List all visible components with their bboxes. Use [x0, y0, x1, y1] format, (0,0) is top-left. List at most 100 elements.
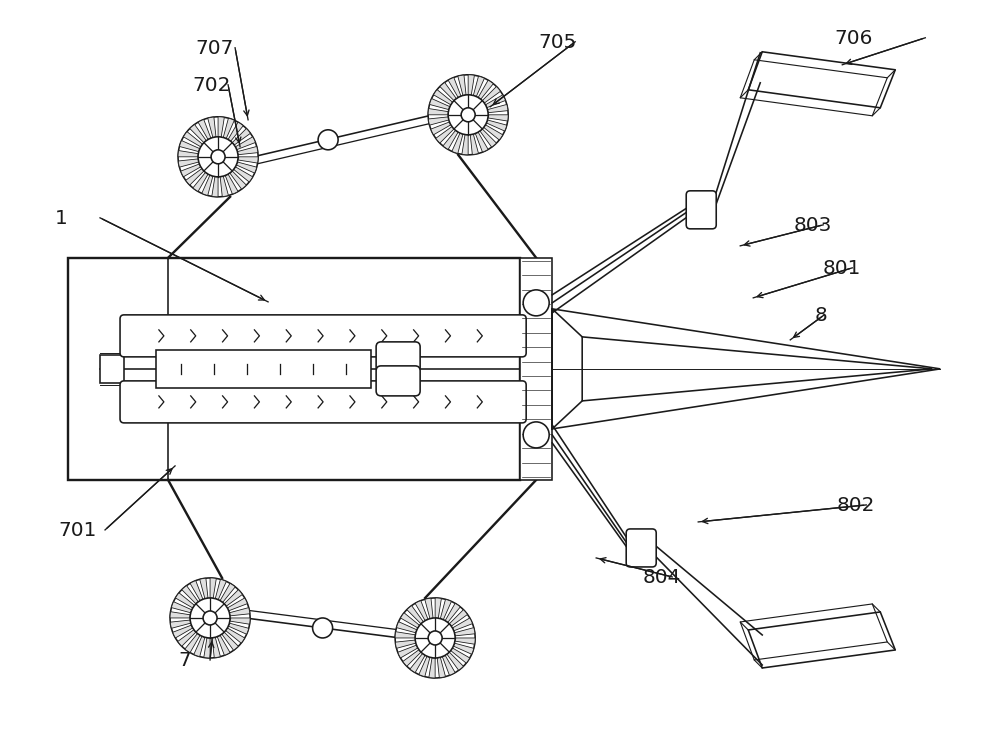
- Polygon shape: [475, 132, 488, 152]
- Circle shape: [395, 598, 475, 678]
- Polygon shape: [204, 638, 210, 658]
- Polygon shape: [222, 632, 238, 650]
- Circle shape: [415, 618, 455, 658]
- Polygon shape: [173, 625, 193, 638]
- Polygon shape: [453, 644, 474, 655]
- Polygon shape: [210, 578, 216, 599]
- Polygon shape: [400, 613, 419, 628]
- Polygon shape: [436, 127, 454, 143]
- Polygon shape: [182, 586, 198, 604]
- Polygon shape: [440, 599, 451, 620]
- Polygon shape: [398, 645, 418, 658]
- Polygon shape: [451, 648, 470, 663]
- Polygon shape: [226, 628, 245, 644]
- Polygon shape: [178, 630, 196, 646]
- Polygon shape: [171, 601, 192, 613]
- Polygon shape: [185, 633, 200, 652]
- Circle shape: [203, 611, 217, 625]
- Bar: [156, 350, 371, 388]
- Polygon shape: [429, 99, 450, 110]
- Text: 7: 7: [178, 650, 191, 669]
- Polygon shape: [190, 581, 203, 601]
- Polygon shape: [237, 147, 258, 155]
- Polygon shape: [473, 76, 484, 97]
- Polygon shape: [403, 649, 421, 666]
- Polygon shape: [235, 137, 255, 150]
- Polygon shape: [198, 120, 211, 139]
- Circle shape: [318, 130, 338, 150]
- Polygon shape: [208, 117, 216, 138]
- Polygon shape: [458, 75, 466, 96]
- Polygon shape: [425, 599, 433, 618]
- FancyBboxPatch shape: [626, 529, 656, 567]
- Polygon shape: [462, 135, 468, 155]
- Polygon shape: [223, 118, 234, 139]
- Text: 705: 705: [538, 32, 576, 52]
- Polygon shape: [442, 655, 455, 675]
- Polygon shape: [435, 598, 441, 618]
- Text: 701: 701: [58, 520, 96, 539]
- Polygon shape: [428, 108, 448, 115]
- Polygon shape: [230, 618, 250, 624]
- Polygon shape: [443, 131, 458, 150]
- Circle shape: [428, 631, 442, 645]
- Polygon shape: [433, 90, 452, 105]
- Polygon shape: [238, 157, 258, 163]
- Polygon shape: [419, 656, 430, 677]
- Polygon shape: [445, 604, 460, 622]
- Polygon shape: [454, 627, 475, 636]
- Polygon shape: [480, 129, 496, 148]
- Polygon shape: [236, 162, 257, 173]
- Polygon shape: [440, 83, 456, 101]
- Polygon shape: [452, 618, 472, 631]
- Polygon shape: [396, 621, 417, 632]
- Polygon shape: [194, 636, 205, 657]
- Polygon shape: [488, 115, 508, 121]
- Polygon shape: [552, 309, 940, 429]
- Polygon shape: [449, 610, 467, 627]
- Polygon shape: [215, 579, 226, 600]
- Polygon shape: [395, 632, 415, 638]
- Polygon shape: [470, 134, 478, 155]
- Polygon shape: [431, 123, 451, 135]
- Bar: [68, 258, 520, 480]
- Polygon shape: [190, 125, 206, 143]
- Polygon shape: [230, 171, 246, 190]
- Polygon shape: [178, 159, 199, 168]
- Circle shape: [178, 117, 258, 197]
- Text: 1: 1: [55, 209, 68, 227]
- FancyBboxPatch shape: [376, 342, 420, 372]
- Polygon shape: [183, 132, 202, 147]
- Text: 707: 707: [195, 38, 233, 58]
- Circle shape: [448, 95, 488, 135]
- Polygon shape: [395, 640, 416, 649]
- Circle shape: [312, 618, 332, 638]
- Polygon shape: [410, 654, 425, 672]
- Polygon shape: [748, 612, 895, 668]
- Polygon shape: [437, 658, 445, 677]
- Polygon shape: [447, 652, 463, 670]
- Text: 706: 706: [834, 29, 872, 47]
- Text: 802: 802: [836, 495, 874, 514]
- FancyBboxPatch shape: [120, 381, 526, 423]
- Polygon shape: [224, 590, 242, 606]
- Polygon shape: [212, 177, 218, 197]
- Polygon shape: [200, 578, 208, 599]
- FancyBboxPatch shape: [376, 366, 420, 396]
- Bar: [520, 258, 552, 480]
- FancyBboxPatch shape: [120, 315, 526, 357]
- Circle shape: [190, 598, 230, 638]
- Polygon shape: [486, 120, 507, 131]
- Polygon shape: [217, 635, 230, 655]
- Circle shape: [428, 75, 508, 155]
- Polygon shape: [227, 598, 247, 611]
- Polygon shape: [218, 117, 224, 137]
- Polygon shape: [220, 583, 235, 602]
- Text: 803: 803: [793, 215, 831, 235]
- Polygon shape: [181, 164, 201, 177]
- Polygon shape: [202, 175, 213, 196]
- Polygon shape: [228, 623, 249, 634]
- Polygon shape: [407, 606, 423, 624]
- Polygon shape: [484, 125, 503, 140]
- Polygon shape: [228, 123, 243, 142]
